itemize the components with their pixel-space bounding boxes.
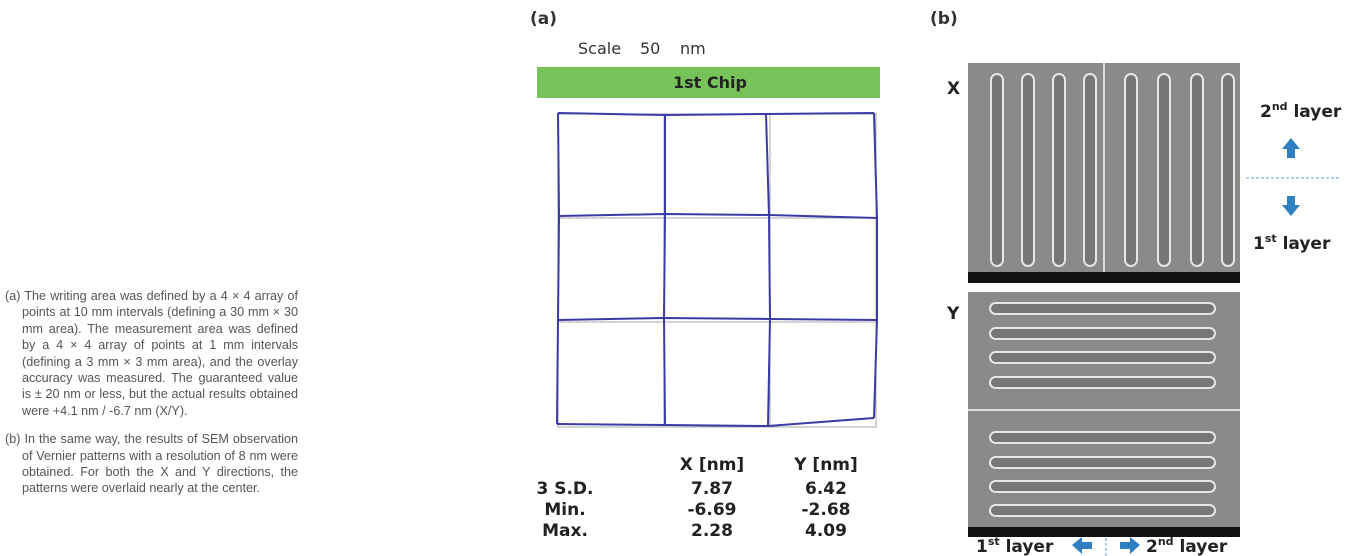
panel-label: (a): [530, 9, 557, 29]
layer-number: 1: [976, 537, 988, 556]
arrow-right: [1120, 537, 1140, 554]
page: (a) The writing area was defined by a 4 …: [0, 0, 1346, 556]
layer-label: 1st layer: [976, 535, 1054, 556]
layer-suffix: nd: [1272, 100, 1288, 113]
scale-label: Scale: [578, 39, 621, 58]
reference-grid: [558, 114, 876, 427]
layer-number: 2: [1260, 102, 1272, 122]
sem-image-y: [968, 292, 1240, 537]
layer-word: layer: [1293, 102, 1341, 122]
table-cell: 2.28: [691, 521, 733, 541]
layer-suffix: nd: [1158, 535, 1174, 548]
layer-word: layer: [1006, 537, 1054, 556]
layer-number: 1: [1253, 234, 1265, 254]
axis-label: Y: [946, 304, 960, 324]
scale-unit: nm: [680, 39, 706, 58]
table-header: X [nm]: [680, 455, 744, 475]
chip-suffix: st: [684, 73, 702, 92]
panel-label: (b): [930, 9, 958, 29]
axis-label: X: [947, 79, 960, 99]
layer-label: 1st layer: [1253, 232, 1331, 254]
row-label: Min.: [544, 500, 585, 520]
scale-value: 50: [640, 39, 660, 58]
chip-word: Chip: [707, 73, 747, 92]
table-header: Y [nm]: [793, 455, 858, 475]
arrow-up: [1282, 138, 1300, 158]
arrow-down: [1282, 196, 1300, 216]
chip-number: 1: [673, 73, 684, 92]
chip-title: 1st Chip: [673, 73, 747, 92]
layer-word: layer: [1283, 234, 1331, 254]
sem-image-x: [968, 63, 1240, 283]
layer-label: 2nd layer: [1260, 100, 1342, 122]
layer-word: layer: [1179, 537, 1227, 556]
figure: (a) Scale 50 nm 1st Chip X [nm] Y [nm] 3…: [0, 0, 1346, 556]
table-cell: 4.09: [805, 521, 847, 541]
layer-suffix: st: [988, 535, 1000, 548]
row-label: Max.: [542, 521, 588, 541]
table-cell: 6.42: [805, 479, 847, 499]
arrow-left: [1072, 537, 1092, 554]
layer-number: 2: [1146, 537, 1158, 556]
table-body: 3 S.D. 7.87 6.42 Min. -6.69 -2.68 Max. 2.28 4.09: [536, 479, 850, 541]
table-cell: -2.68: [802, 500, 851, 520]
table-cell: -6.69: [688, 500, 737, 520]
row-label: 3 S.D.: [536, 479, 593, 499]
table-cell: 7.87: [691, 479, 733, 499]
layer-label: 2nd layer: [1146, 535, 1228, 556]
layer-suffix: st: [1265, 232, 1277, 245]
measured-grid: [557, 113, 877, 426]
